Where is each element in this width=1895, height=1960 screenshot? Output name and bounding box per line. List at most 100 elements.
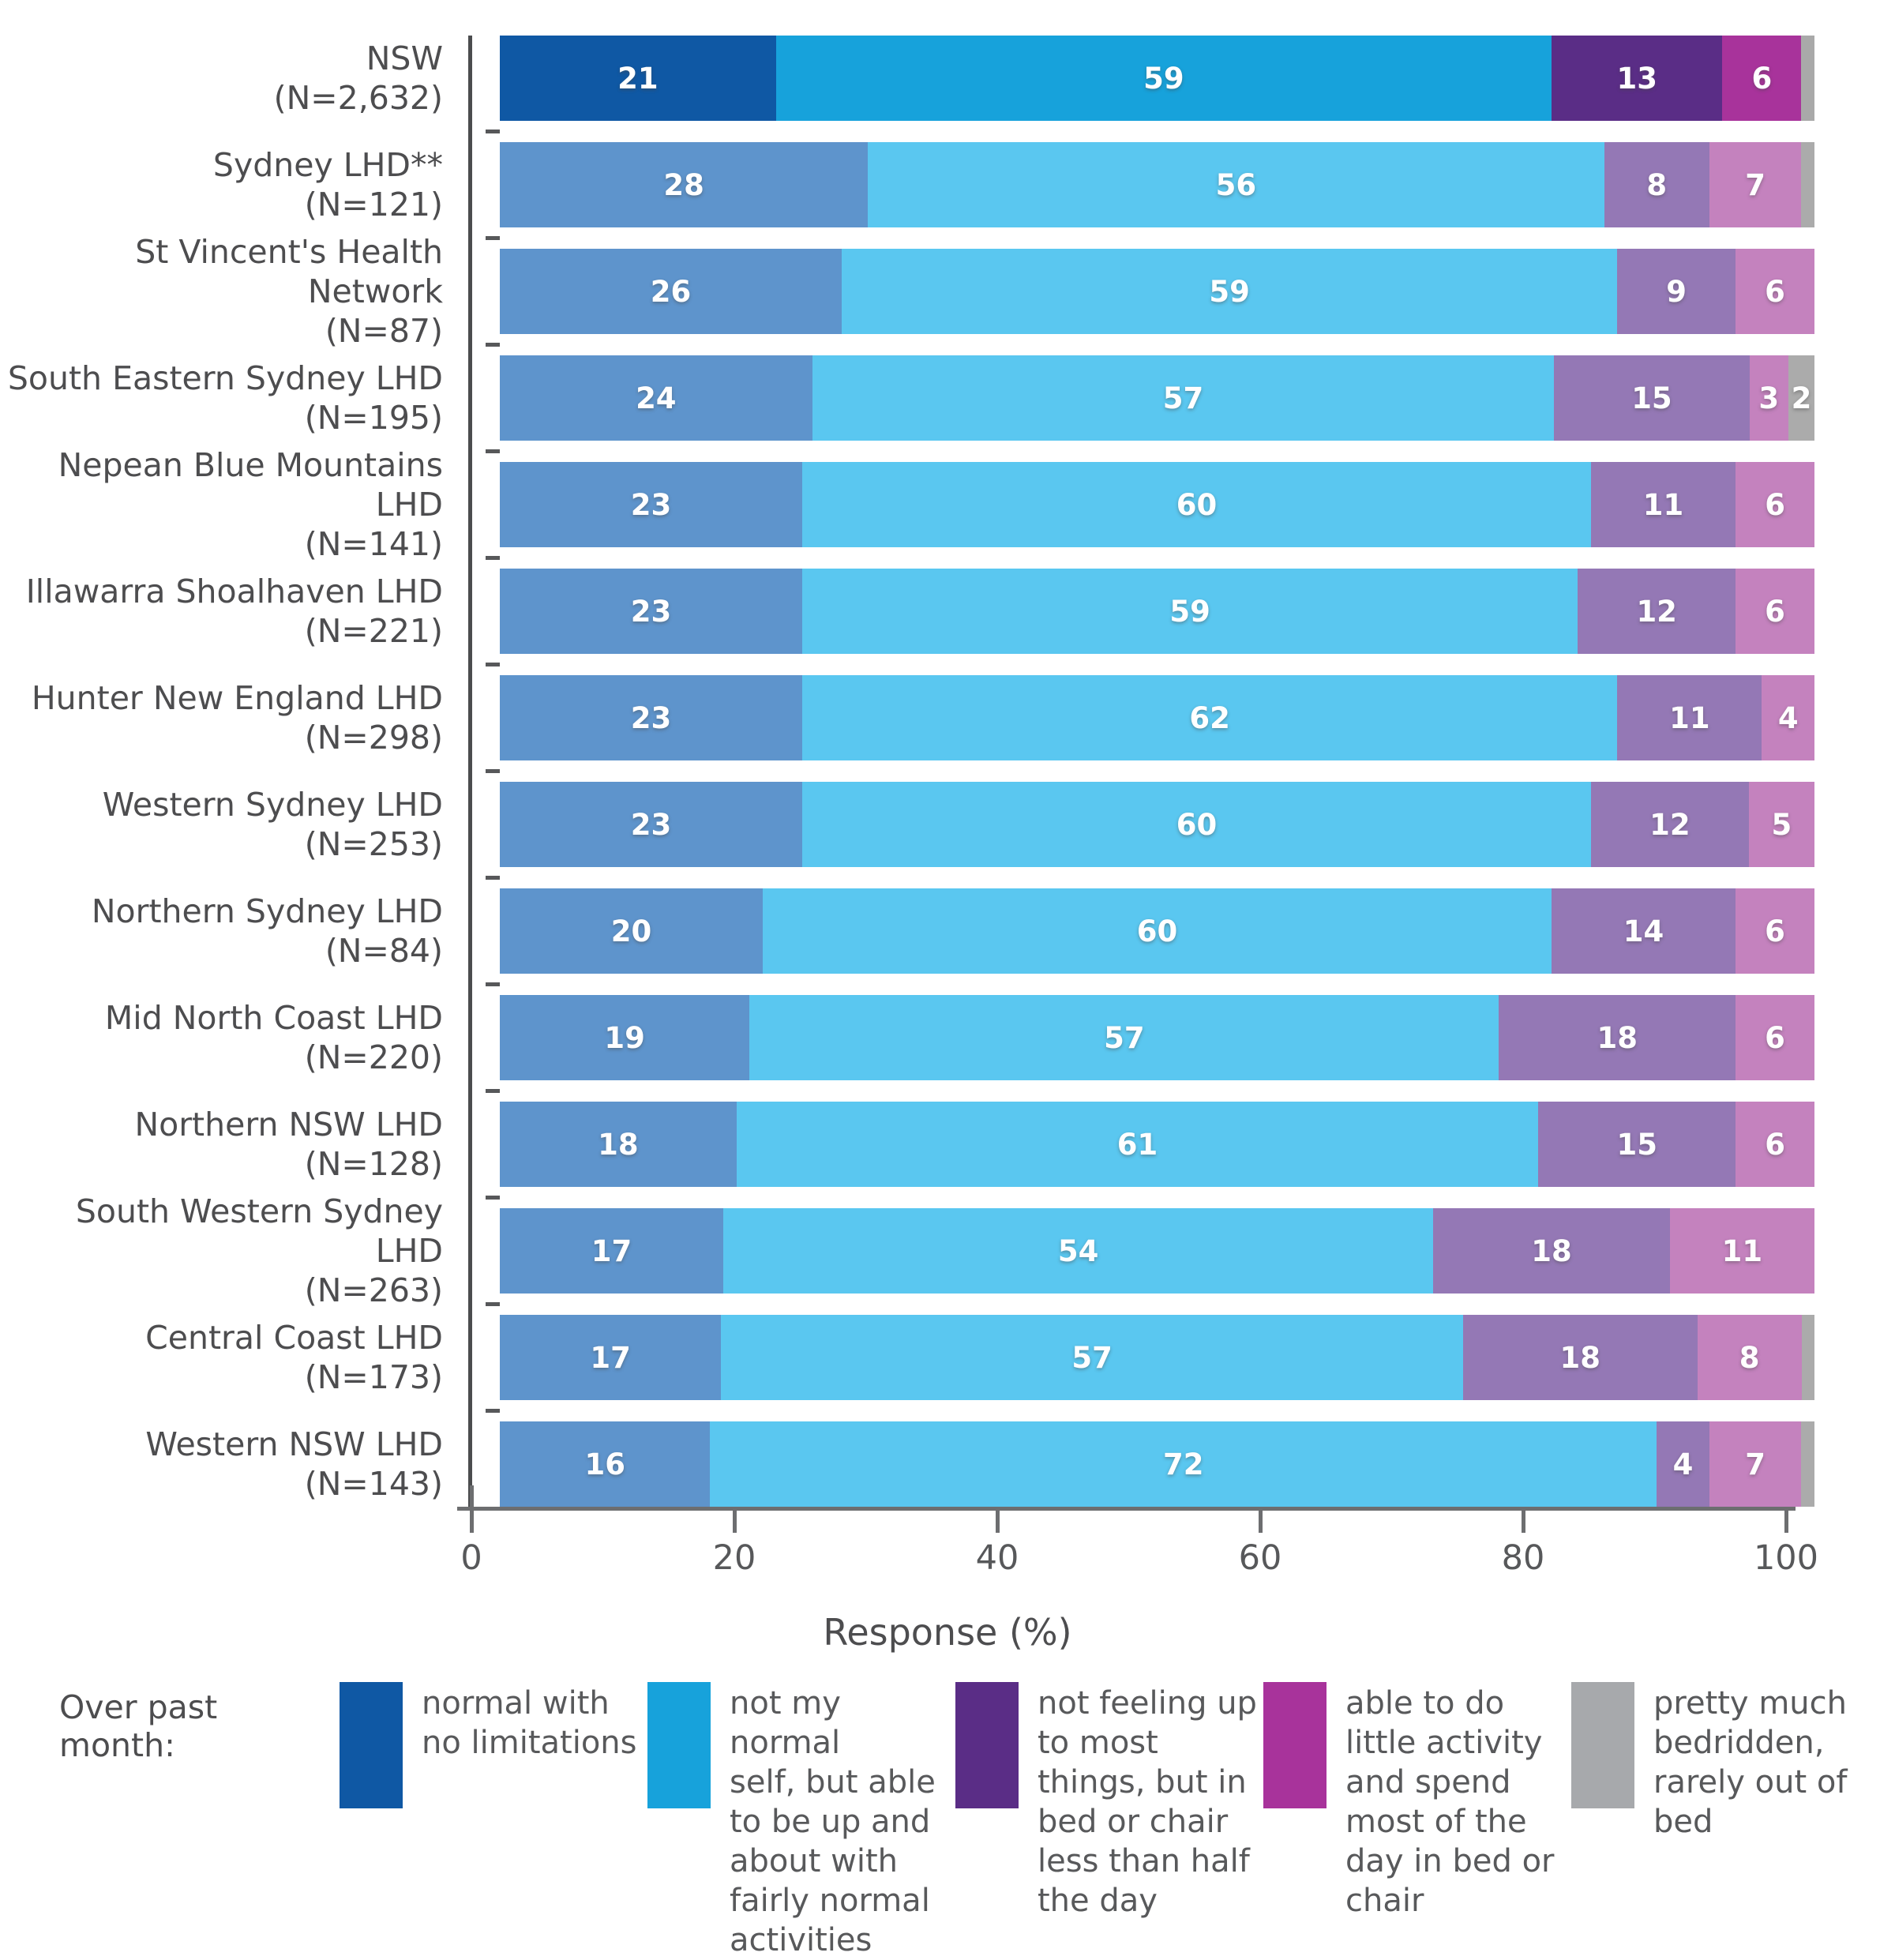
segment-value-label: 18 <box>1559 1340 1601 1375</box>
segment-value-label: 2 <box>1791 381 1812 415</box>
segment-value-label: 11 <box>1669 700 1710 735</box>
segment-value-label: 21 <box>617 61 659 96</box>
bar-row: Western NSW LHD (N=143) 16 72 4 7 <box>0 1409 1895 1507</box>
bar-track: 23 59 12 6 <box>486 556 1814 654</box>
bar-segment: 7 <box>1709 1421 1802 1507</box>
bar-row: Sydney LHD** (N=121) 28 56 8 7 <box>0 130 1895 227</box>
bar-segment: 23 <box>500 782 802 867</box>
bar-segment: 11 <box>1590 462 1736 547</box>
segment-value-label: 7 <box>1745 167 1766 202</box>
segment-value-label: 59 <box>1143 61 1184 96</box>
category-sample-size: (N=87) <box>325 312 443 351</box>
legend-swatch <box>955 1682 1019 1808</box>
legend-swatch <box>647 1682 711 1808</box>
legend: Over past month: normal with no limitati… <box>0 1682 1895 1960</box>
bar-segment: 57 <box>749 995 1499 1080</box>
category-name: Nepean Blue Mountains LHD <box>58 445 443 524</box>
bar-segment: 20 <box>500 888 763 974</box>
segment-value-label: 60 <box>1176 487 1218 522</box>
category-tick <box>486 982 500 986</box>
bar-segment: 3 <box>1749 355 1789 441</box>
category-label: Sydney LHD** (N=121) <box>0 145 471 224</box>
category-label: Western NSW LHD (N=143) <box>0 1425 471 1504</box>
segment-value-label: 17 <box>590 1340 631 1375</box>
category-name: South Western Sydney LHD <box>75 1192 443 1270</box>
bar-track: 28 56 8 7 <box>486 130 1815 227</box>
segment-value-label: 6 <box>1765 1127 1785 1162</box>
bar-segment: 17 <box>500 1315 722 1400</box>
bar-segment: 59 <box>775 36 1552 121</box>
category-sample-size: (N=298) <box>304 719 443 757</box>
bar-segment: 6 <box>1736 995 1814 1080</box>
category-label: South Western Sydney LHD (N=263) <box>0 1192 471 1310</box>
category-tick <box>486 556 500 560</box>
category-sample-size: (N=143) <box>304 1465 443 1503</box>
category-label: Mid North Coast LHD (N=220) <box>0 998 471 1077</box>
bar-segment: 61 <box>736 1102 1539 1187</box>
bar-track: 23 60 12 5 <box>486 769 1814 867</box>
stacked-bar-chart: NSW (N=2,632) 21 59 13 6 Sydney LHD** (N=121) 28… <box>0 36 1895 1958</box>
category-tick <box>486 1409 500 1413</box>
segment-value-label: 57 <box>1071 1340 1113 1375</box>
category-tick <box>486 663 500 666</box>
category-name: NSW <box>366 39 443 77</box>
bar-segment: 6 <box>1736 888 1814 974</box>
x-tick-label: 0 <box>460 1538 482 1578</box>
bar-segment: 19 <box>500 995 750 1080</box>
x-tick-label: 20 <box>712 1538 756 1578</box>
bar-segment: 28 <box>500 142 869 227</box>
bar-track: 21 59 13 6 <box>500 36 1815 121</box>
bar-row: St Vincent's Health Network (N=87) 26 59 9 6 <box>0 233 1895 350</box>
legend-swatch <box>340 1682 403 1808</box>
legend-item: not my normal self, but able to be up an… <box>647 1682 955 1960</box>
bar-segment: 17 <box>500 1208 724 1294</box>
bar-segment: 18 <box>1462 1315 1698 1400</box>
x-tick <box>1784 1511 1788 1533</box>
category-tick <box>486 130 500 133</box>
category-name: South Eastern Sydney LHD <box>7 359 443 397</box>
category-sample-size: (N=253) <box>304 825 443 863</box>
bar-segment: 72 <box>710 1421 1657 1507</box>
category-label: Central Coast LHD (N=173) <box>0 1318 471 1397</box>
bar-segment <box>1801 1315 1814 1400</box>
segment-value-label: 23 <box>630 807 672 842</box>
category-name: Western NSW LHD <box>145 1425 443 1463</box>
category-sample-size: (N=195) <box>304 399 443 437</box>
bar-segment: 23 <box>500 675 802 760</box>
segment-value-label: 11 <box>1642 487 1684 522</box>
bar-segment: 7 <box>1709 142 1802 227</box>
x-tick-label: 100 <box>1753 1538 1819 1578</box>
legend-swatch <box>1571 1682 1634 1808</box>
segment-value-label: 12 <box>1649 807 1690 842</box>
bar-segment: 62 <box>801 675 1618 760</box>
x-tick <box>1522 1511 1525 1533</box>
category-label: Northern Sydney LHD (N=84) <box>0 892 471 971</box>
bar-row: Northern NSW LHD (N=128) 18 61 15 6 <box>0 1089 1895 1187</box>
bar-segment: 60 <box>801 462 1591 547</box>
category-tick <box>486 236 500 240</box>
segment-value-label: 16 <box>584 1447 625 1481</box>
bar-row: Northern Sydney LHD (N=84) 20 60 14 6 <box>0 876 1895 974</box>
legend-label: able to do little activity and spend mos… <box>1345 1685 1555 1919</box>
bar-segment: 24 <box>500 355 812 441</box>
category-label: Western Sydney LHD (N=253) <box>0 785 471 864</box>
bar-segment: 8 <box>1604 142 1709 227</box>
legend-title: Over past month: <box>59 1688 218 1764</box>
segment-value-label: 4 <box>1777 700 1799 735</box>
category-sample-size: (N=121) <box>304 186 443 223</box>
bar-segment: 12 <box>1578 569 1736 654</box>
bar-segment: 54 <box>723 1208 1434 1294</box>
bar-segment: 59 <box>801 569 1578 654</box>
bar-row: Nepean Blue Mountains LHD (N=141) 23 60 11 6 <box>0 446 1895 563</box>
segment-value-label: 19 <box>604 1020 645 1055</box>
segment-value-label: 59 <box>1209 274 1250 309</box>
bar-row: Illawarra Shoalhaven LHD (N=221) 23 59 12 6 <box>0 556 1895 654</box>
category-name: St Vincent's Health Network <box>135 232 443 310</box>
bar-segment <box>1801 1421 1814 1507</box>
category-sample-size: (N=220) <box>304 1038 443 1076</box>
segment-value-label: 23 <box>630 594 672 629</box>
legend-label: normal with no limitations <box>422 1685 637 1761</box>
bar-segment <box>1801 142 1815 227</box>
legend-label: pretty much bedridden, rarely out of bed <box>1653 1685 1848 1840</box>
x-tick-label: 60 <box>1238 1538 1282 1578</box>
